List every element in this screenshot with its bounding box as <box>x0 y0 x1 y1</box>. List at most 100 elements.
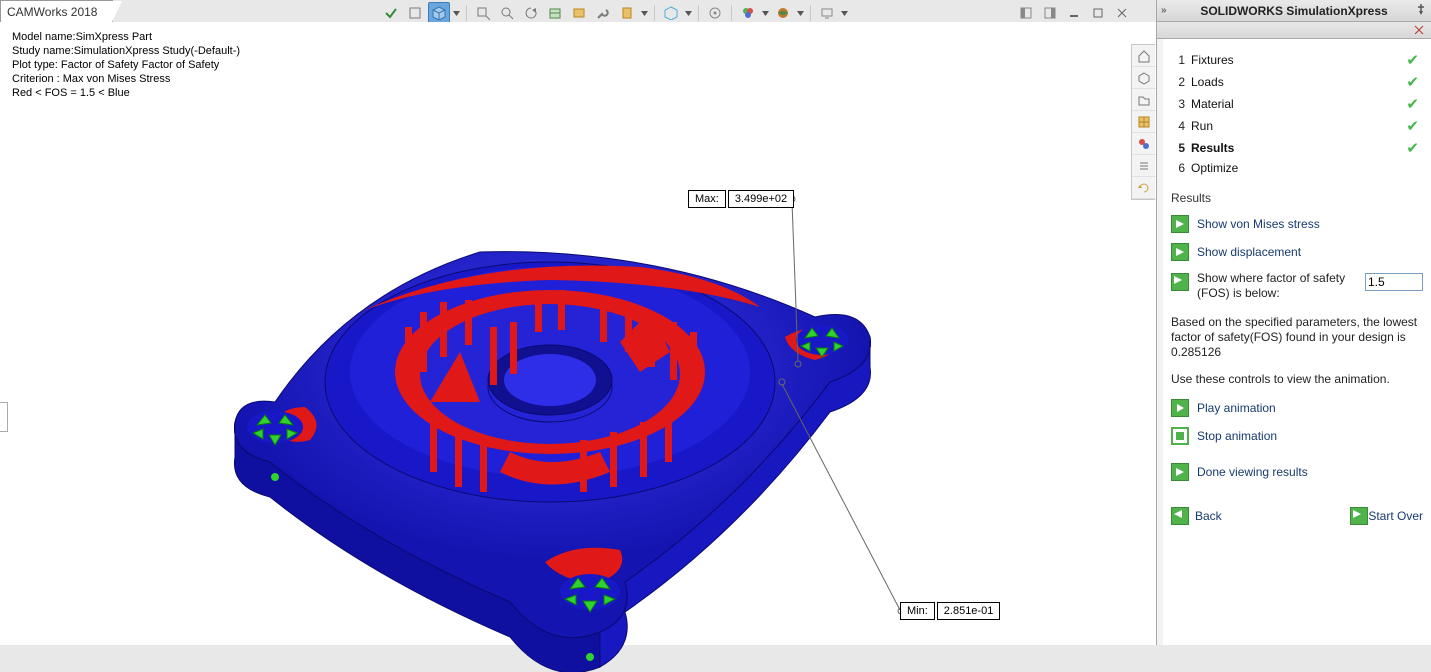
action-label: Done viewing results <box>1197 465 1308 479</box>
dock-right-icon[interactable] <box>1041 4 1059 22</box>
panel-closebar <box>1157 22 1431 39</box>
arrow-right-icon <box>1171 463 1189 481</box>
panel-body: 1 Fixtures ✔ 2 Loads ✔ 3 Material ✔ 4 Ru… <box>1157 39 1431 645</box>
globe-icon[interactable] <box>772 2 794 24</box>
start-over-button[interactable]: Start Over <box>1344 507 1423 525</box>
arrow-right-icon <box>1350 507 1368 525</box>
max-callout: Max: 3.499e+02 <box>688 190 794 208</box>
action-label: Stop animation <box>1197 429 1277 443</box>
check-icon: ✔ <box>1406 51 1419 69</box>
max-value: 3.499e+02 <box>728 190 794 208</box>
folder-icon[interactable] <box>1132 89 1156 111</box>
callout-lines <box>0 22 1156 667</box>
zoom-window-icon[interactable] <box>472 2 494 24</box>
palette-icon[interactable] <box>737 2 759 24</box>
pin-icon[interactable] <box>1415 3 1427 18</box>
arrow-right-icon <box>1171 243 1189 261</box>
arrow-right-icon[interactable] <box>1171 273 1189 291</box>
document-icon[interactable] <box>616 2 638 24</box>
zoom-fit-icon[interactable] <box>496 2 518 24</box>
section-icon[interactable] <box>544 2 566 24</box>
separator <box>810 5 811 21</box>
grid-icon[interactable] <box>1132 111 1156 133</box>
action-label: Play animation <box>1197 401 1276 415</box>
window-controls <box>1017 4 1131 22</box>
palette-dropdown-icon[interactable] <box>761 11 770 16</box>
separator <box>731 5 732 21</box>
minimize-icon[interactable] <box>1065 4 1083 22</box>
part-icon[interactable] <box>1132 67 1156 89</box>
target-icon[interactable] <box>704 2 726 24</box>
dock-left-icon[interactable] <box>1017 4 1035 22</box>
max-label: Max: <box>688 190 726 208</box>
show-von-mises[interactable]: Show von Mises stress <box>1171 215 1423 233</box>
graphics-canvas[interactable]: Model name:SimXpress Part Study name:Sim… <box>0 22 1156 645</box>
appearance-icon[interactable] <box>1132 133 1156 155</box>
cube2-dropdown-icon[interactable] <box>684 11 693 16</box>
fos-input[interactable] <box>1365 273 1423 291</box>
check-icon: ✔ <box>1406 95 1419 113</box>
cube-outline-icon[interactable] <box>660 2 682 24</box>
simulationxpress-panel: » SOLIDWORKS SimulationXpress 1 Fixtures… <box>1156 0 1431 645</box>
action-label: Show von Mises stress <box>1197 217 1320 231</box>
nav-label: Start Over <box>1368 509 1423 523</box>
show-displacement[interactable]: Show displacement <box>1171 243 1423 261</box>
step-material[interactable]: 3 Material ✔ <box>1171 93 1423 115</box>
min-label: Min: <box>900 602 935 620</box>
min-callout: Min: 2.851e-01 <box>900 602 1000 620</box>
expand-panel-icon[interactable]: » <box>1161 5 1167 16</box>
fos-result-text: Based on the specified parameters, the l… <box>1171 315 1423 360</box>
doc-dropdown-icon[interactable] <box>640 11 649 16</box>
check-icon: ✔ <box>1406 117 1419 135</box>
back-button[interactable]: Back <box>1171 507 1222 525</box>
step-fixtures[interactable]: 1 Fixtures ✔ <box>1171 49 1423 71</box>
step-run[interactable]: 4 Run ✔ <box>1171 115 1423 137</box>
camworks-tab[interactable]: CAMWorks 2018 <box>0 0 113 22</box>
wizard-steps: 1 Fixtures ✔ 2 Loads ✔ 3 Material ✔ 4 Ru… <box>1171 49 1423 177</box>
arrow-right-icon <box>1171 215 1189 233</box>
rotate-icon[interactable] <box>520 2 542 24</box>
refresh-icon[interactable] <box>1132 177 1156 199</box>
panel-header: » SOLIDWORKS SimulationXpress <box>1157 0 1431 22</box>
nav-label: Back <box>1195 509 1222 523</box>
stop-icon <box>1171 427 1189 445</box>
step-optimize[interactable]: 6 Optimize <box>1171 159 1423 177</box>
play-icon <box>1171 399 1189 417</box>
stop-animation[interactable]: Stop animation <box>1171 427 1423 445</box>
results-section-label: Results <box>1171 191 1423 205</box>
camworks-tab-label: CAMWorks 2018 <box>7 5 97 19</box>
done-viewing[interactable]: Done viewing results <box>1171 463 1423 481</box>
fos-label: Show where factor of safety (FOS) is bel… <box>1197 271 1357 301</box>
cube-shaded-icon[interactable] <box>428 2 450 24</box>
separator <box>698 5 699 21</box>
step-results[interactable]: 5 Results ✔ <box>1171 137 1423 159</box>
check-icon: ✔ <box>1406 139 1419 157</box>
check-icon: ✔ <box>1406 73 1419 91</box>
arrow-left-icon <box>1171 507 1189 525</box>
box-icon[interactable] <box>568 2 590 24</box>
approve-icon[interactable] <box>380 2 402 24</box>
step-loads[interactable]: 2 Loads ✔ <box>1171 71 1423 93</box>
min-value: 2.851e-01 <box>937 602 1001 620</box>
cube-dropdown-icon[interactable] <box>452 11 461 16</box>
list-icon[interactable] <box>1132 155 1156 177</box>
screen-dropdown-icon[interactable] <box>840 11 849 16</box>
separator <box>466 5 467 21</box>
view-toolbar <box>380 2 849 24</box>
panel-close-icon[interactable] <box>1411 23 1427 37</box>
task-icons-toolbar <box>1131 44 1155 200</box>
home-icon[interactable] <box>1132 45 1156 67</box>
wrench-icon[interactable] <box>592 2 614 24</box>
play-animation[interactable]: Play animation <box>1171 399 1423 417</box>
close-icon[interactable] <box>1113 4 1131 22</box>
sheet-icon[interactable] <box>404 2 426 24</box>
wizard-nav: Back Start Over <box>1171 507 1423 525</box>
screen-icon[interactable] <box>816 2 838 24</box>
fos-threshold-row: Show where factor of safety (FOS) is bel… <box>1171 271 1423 301</box>
globe-dropdown-icon[interactable] <box>796 11 805 16</box>
panel-title: SOLIDWORKS SimulationXpress <box>1200 4 1387 18</box>
maximize-icon[interactable] <box>1089 4 1107 22</box>
separator <box>654 5 655 21</box>
action-label: Show displacement <box>1197 245 1301 259</box>
animation-hint-text: Use these controls to view the animation… <box>1171 372 1423 387</box>
